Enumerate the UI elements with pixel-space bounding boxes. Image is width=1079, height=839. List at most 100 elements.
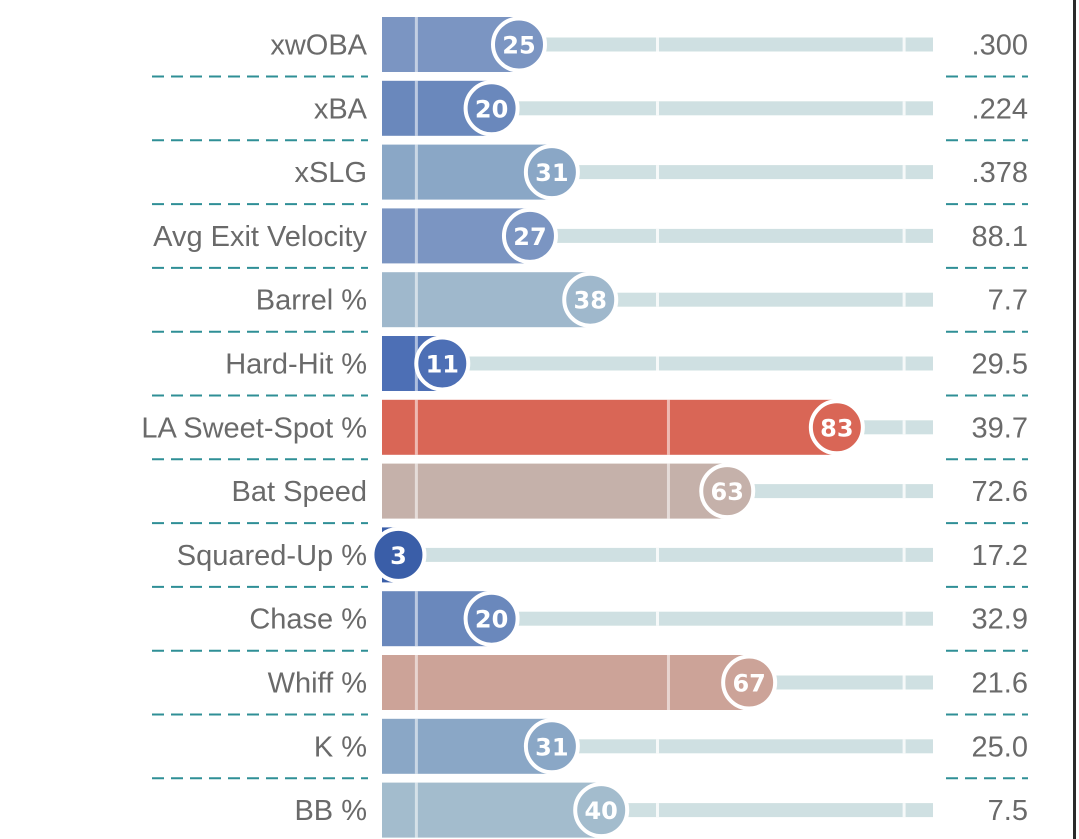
percentile-bubble: [491, 16, 547, 73]
bar-tick: [414, 399, 418, 455]
percentile-value: 31: [535, 733, 568, 761]
track-tick: [656, 803, 659, 818]
track-tick: [902, 547, 906, 562]
stat-value: 21.6: [972, 668, 1028, 700]
track-tick: [902, 484, 906, 499]
track-tick: [656, 739, 659, 754]
metric-row: 38 Barrel % 7.7: [152, 271, 1028, 333]
track-tick: [656, 165, 659, 180]
metric-label: xBA: [314, 93, 368, 125]
track-bar: [398, 547, 933, 562]
metric-row: 25 xwOBA .300: [152, 16, 1028, 78]
metric-row: 67 Whiff % 21.6: [152, 654, 1028, 716]
metric-row: 31 K % 25.0: [152, 718, 1028, 780]
percentile-value: 83: [820, 414, 853, 442]
percentile-bar: [382, 718, 552, 774]
track-tick: [656, 228, 659, 243]
metric-label: Chase %: [249, 604, 367, 636]
metric-row: 31 xSLG .378: [152, 144, 1028, 206]
percentile-bubble: [463, 590, 520, 647]
stat-value: 88.1: [972, 221, 1028, 253]
track-bar: [601, 803, 933, 818]
stat-value: 7.5: [988, 795, 1028, 827]
metric-row: 40 BB % 7.5: [294, 782, 1028, 839]
percentile-bubble: [523, 144, 580, 201]
bar-tick: [414, 144, 418, 200]
bar-tick: [414, 782, 418, 838]
track-tick: [902, 101, 906, 116]
metric-label: Whiff %: [268, 668, 367, 700]
track-tick: [902, 165, 906, 180]
stat-value: 39.7: [972, 412, 1028, 444]
percentile-bubble: [414, 335, 471, 392]
stat-value: 25.0: [972, 731, 1028, 763]
bar-tick: [414, 591, 418, 647]
stat-value: .378: [972, 157, 1028, 189]
bar-tick: [666, 399, 670, 455]
track-tick: [656, 547, 659, 562]
metric-label: K %: [314, 731, 367, 763]
bar-tick: [414, 272, 418, 328]
percentile-bubble: [699, 463, 756, 520]
percentile-value: 11: [426, 351, 459, 379]
metric-label: Barrel %: [256, 285, 367, 317]
percentile-bar: [382, 463, 728, 519]
metric-row: 27 Avg Exit Velocity 88.1: [152, 207, 1028, 269]
track-tick: [656, 611, 659, 626]
bar-tick: [666, 655, 670, 710]
stat-value: .300: [972, 30, 1028, 62]
percentile-bubble: [573, 782, 630, 839]
percentile-value: 31: [535, 159, 568, 187]
metric-label: LA Sweet-Spot %: [141, 412, 367, 444]
bar-tick: [414, 208, 418, 264]
bar-tick: [666, 463, 670, 519]
stat-value: 17.2: [972, 540, 1028, 572]
bar-tick: [414, 718, 418, 774]
metric-label: Bat Speed: [232, 476, 367, 508]
bar-tick: [414, 17, 418, 72]
percentile-value: 63: [711, 478, 744, 506]
percentile-bar: [382, 144, 552, 200]
stat-value: 7.7: [988, 285, 1028, 317]
track-tick: [656, 292, 659, 307]
percentile-value: 25: [502, 32, 535, 60]
percentile-value: 38: [574, 287, 607, 315]
metric-label: Squared-Up %: [177, 540, 367, 572]
track-bar: [442, 356, 933, 371]
stat-value: .224: [972, 93, 1028, 125]
track-tick: [902, 37, 906, 52]
metric-label: xwOBA: [270, 30, 367, 62]
metric-label: Hard-Hit %: [225, 349, 367, 381]
percentile-bubble: [370, 526, 427, 583]
track-tick: [656, 37, 659, 52]
percentile-value: 3: [390, 542, 407, 570]
metric-label: Avg Exit Velocity: [153, 221, 367, 253]
track-tick: [902, 292, 906, 307]
track-bar: [529, 228, 933, 243]
metric-row: 83 LA Sweet-Spot % 39.7: [141, 399, 1028, 461]
metric-label: BB %: [294, 795, 367, 827]
stat-value: 32.9: [972, 604, 1028, 636]
percentile-bubble: [501, 207, 558, 264]
frame-edge: [1073, 0, 1076, 839]
stat-value: 72.6: [972, 476, 1028, 508]
percentile-bubble: [523, 718, 580, 775]
track-bar: [519, 37, 933, 52]
track-tick: [902, 420, 906, 435]
percentile-value: 27: [513, 223, 546, 251]
metric-row: 20 xBA .224: [152, 80, 1028, 142]
track-tick: [656, 101, 659, 116]
percentile-value: 20: [475, 606, 508, 634]
metric-row: 20 Chase % 32.9: [152, 590, 1028, 652]
track-tick: [902, 739, 906, 754]
stat-value: 29.5: [972, 349, 1028, 381]
track-tick: [902, 803, 906, 818]
track-bar: [749, 675, 933, 690]
percentile-value: 20: [475, 95, 508, 123]
bar-tick: [414, 463, 418, 519]
percentile-bubble: [463, 80, 520, 137]
metric-label: xSLG: [294, 157, 367, 189]
track-tick: [902, 228, 906, 243]
percentile-bar: [382, 399, 837, 455]
